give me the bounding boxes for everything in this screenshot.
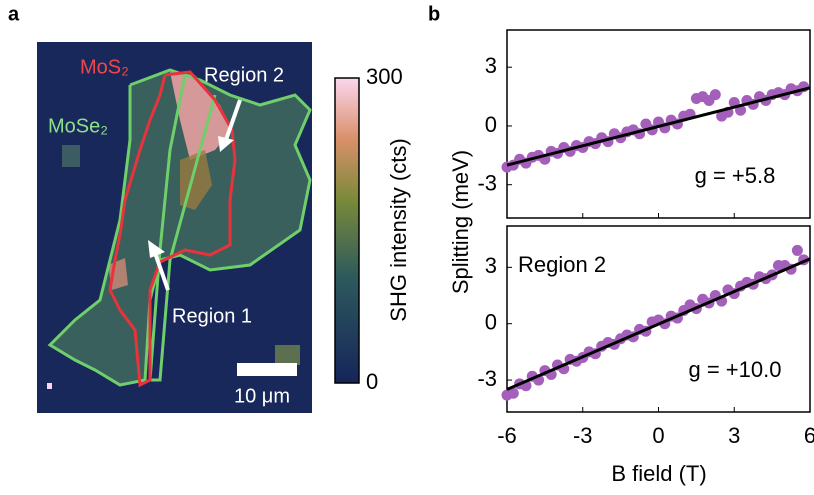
y-tick-label: 0 [485,112,497,137]
y-axis-label: Splitting (meV) [448,150,473,294]
y-tick-label: 3 [485,53,497,78]
y-tick-label: 3 [485,253,497,278]
fit-line [506,86,811,167]
data-point [507,387,519,399]
shg-map [37,42,312,413]
x-tick-label: 6 [804,423,814,448]
x-tick-label: 0 [652,423,664,448]
annotation: g = +10.0 [689,357,782,382]
x-tick-label: -6 [497,423,517,448]
fit-line [506,257,811,391]
region-label: Region 2 [518,252,606,277]
x-tick-label: 3 [728,423,740,448]
annotation: g = +5.8 [695,163,776,188]
y-tick-label: -3 [477,366,497,391]
data-point [709,89,721,101]
y-tick-label: 0 [485,310,497,335]
scale-bar-label: 10 μm [234,385,290,407]
colorbar-tick-label: 300 [366,64,403,89]
x-tick-label: -3 [573,423,593,448]
annotation: MoSe₂ [48,115,108,137]
annotation: Region 2 [204,64,284,86]
annotation: MoS₂ [80,56,129,78]
y-tick-label: -3 [477,171,497,196]
x-axis-label: B field (T) [611,461,706,486]
colorbar [334,77,360,384]
colorbar-label: SHG intensity (cts) [386,138,411,321]
panel-label: a [8,3,20,25]
panel-label: b [428,3,440,25]
colorbar-tick-label: 0 [366,369,378,394]
data-point [791,244,803,256]
annotation: Region 1 [172,305,252,327]
